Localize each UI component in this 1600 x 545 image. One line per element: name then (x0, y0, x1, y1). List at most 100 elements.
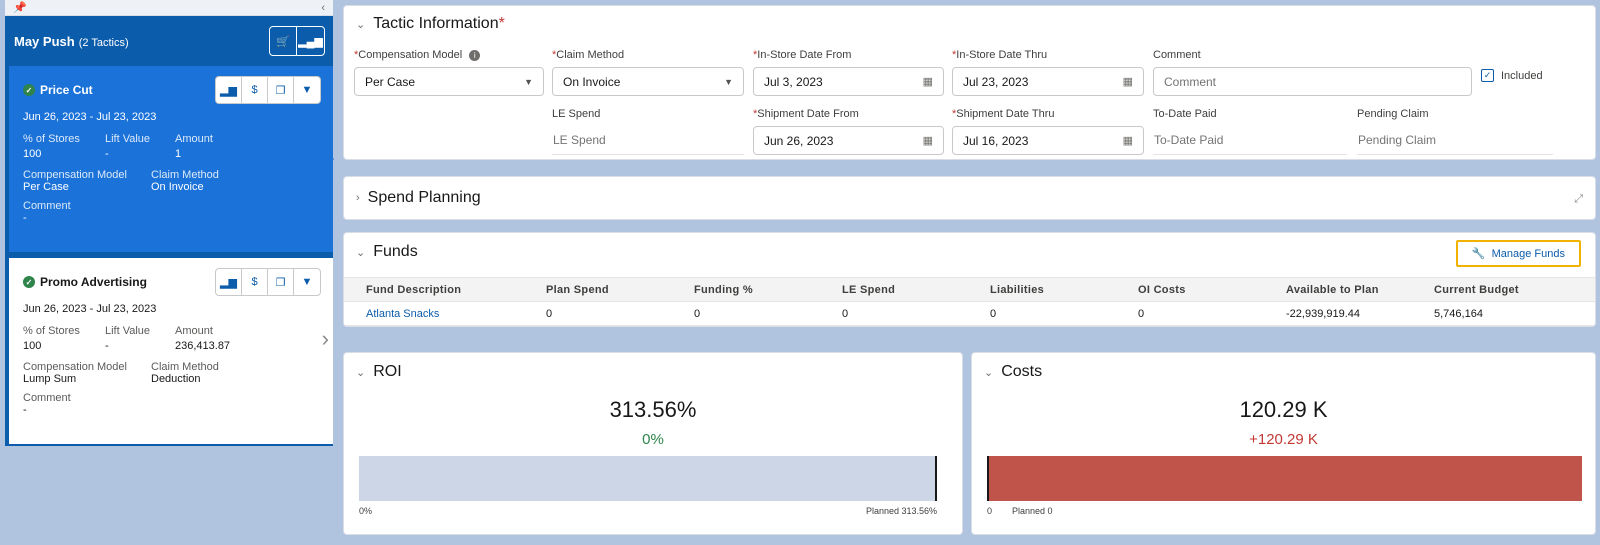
roi-planned-marker (935, 456, 937, 501)
chevron-down-icon[interactable]: ⌄ (356, 18, 366, 31)
todate-paid-value: To-Date Paid (1153, 126, 1347, 155)
claim-method-value: On Invoice (151, 181, 204, 193)
copy-icon[interactable]: ❐ (268, 269, 294, 295)
check-icon: ✓ (1481, 69, 1494, 82)
tactic-name: Promo Advertising (40, 275, 147, 289)
money-bag-icon[interactable]: $ (242, 77, 268, 103)
amount-value: 236,413.87 (175, 340, 231, 352)
tactic-card-promo-advertising[interactable]: ✓ Promo Advertising ▂▆ $ ❐ ▼ Jun 26, 2023… (9, 258, 333, 444)
calendar-icon[interactable]: ▦ (1122, 135, 1133, 147)
section-title: Funds (373, 243, 418, 260)
wrench-icon: 🔧 (1471, 248, 1486, 260)
costs-bar (987, 456, 1582, 501)
costs-value: 120.29 K (1239, 397, 1328, 422)
chevron-down-icon[interactable]: ⌄ (356, 246, 366, 259)
lift-value: - (105, 340, 109, 352)
info-icon[interactable]: i (469, 50, 481, 61)
claim-method-field: *Claim Method On Invoice ▼ (552, 49, 744, 96)
promotion-header: May Push (2 Tactics) 🛒 ▂▄▆ (5, 16, 333, 66)
chevron-down-icon[interactable]: ⌄ (984, 366, 994, 379)
pending-claim-field: Pending Claim Pending Claim (1357, 108, 1553, 155)
shipment-date-from-field: *Shipment Date From Jun 26, 2023 ▦ (753, 108, 944, 155)
tactic-card-price-cut[interactable]: ✓ Price Cut ▂▆ $ ❐ ▼ Jun 26, 2023 - Jul 2… (9, 66, 333, 252)
costs-planned-label: Planned 0 (1012, 506, 1053, 516)
compensation-model-field: *Compensation Model i Per Case ▼ (354, 49, 544, 96)
chevron-down-icon[interactable]: ▼ (301, 84, 313, 96)
shipment-date-from-input[interactable]: Jun 26, 2023 ▦ (753, 126, 944, 155)
bar-chart-icon[interactable]: ▂▆ (216, 77, 242, 103)
roi-bar-fill (359, 456, 937, 501)
costs-planned-marker (987, 456, 989, 501)
pct-stores-value: 100 (23, 148, 42, 160)
check-icon: ✓ (23, 84, 35, 96)
manage-funds-button[interactable]: 🔧 Manage Funds (1455, 240, 1581, 267)
comment-value: - (23, 404, 27, 416)
cart-icon[interactable]: 🛒 (270, 27, 297, 55)
expand-icon[interactable]: ⤢ (1574, 193, 1583, 205)
tactic-dates: Jun 26, 2023 - Jul 23, 2023 (23, 111, 157, 123)
compensation-model-select[interactable]: Per Case ▼ (354, 67, 544, 96)
todate-paid-field: To-Date Paid To-Date Paid (1153, 108, 1347, 155)
section-title: Spend Planning (367, 189, 481, 206)
instore-date-thru-input[interactable]: Jul 23, 2023 ▦ (952, 67, 1144, 96)
collapse-left-icon[interactable]: ‹ (321, 1, 325, 14)
bar-chart-icon[interactable]: ▂▄▆ (298, 35, 323, 48)
table-row: Atlanta Snacks 0 0 0 0 0 -22,939,919.44 … (344, 301, 1595, 326)
tactic-actions: ▂▆ $ ❐ ▼ (215, 76, 321, 104)
chevron-right-icon[interactable]: › (356, 192, 360, 204)
section-title: ROI (373, 363, 402, 380)
tactic-name: Price Cut (40, 83, 93, 97)
calendar-icon[interactable]: ▦ (1122, 76, 1133, 88)
roi-axis-min: 0% (359, 506, 373, 516)
bar-chart-icon[interactable]: ▂▆ (216, 269, 242, 295)
chevron-right-icon[interactable]: › (321, 326, 329, 351)
tactic-actions: ▂▆ $ ❐ ▼ (215, 268, 321, 296)
comment-value: - (23, 212, 27, 224)
funds-table: Fund Description Plan Spend Funding % LE… (344, 277, 1595, 326)
comp-model-value: Lump Sum (23, 373, 77, 385)
section-title: Tactic Information (373, 15, 499, 32)
costs-bar-fill (987, 456, 1582, 501)
claim-method-select[interactable]: On Invoice ▼ (552, 67, 744, 96)
tactics-panel: 📌 ‹ May Push (2 Tactics) 🛒 ▂▄▆ ✓ Price Cut… (5, 0, 333, 545)
instore-date-from-input[interactable]: Jul 3, 2023 ▦ (753, 67, 944, 96)
promotion-title: May Push (2 Tactics) (14, 33, 129, 49)
section-title: Costs (1001, 363, 1043, 380)
tactic-count: (2 Tactics) (78, 36, 129, 49)
amount-value: 1 (175, 148, 182, 160)
roi-card: ⌄ ROI 313.56% 0% 0% Planned 313.56% (343, 352, 963, 535)
comp-model-value: Per Case (23, 181, 69, 193)
le-spend-value: LE Spend (552, 126, 744, 155)
spend-planning-card[interactable]: › Spend Planning ⤢ (343, 176, 1596, 220)
calendar-icon[interactable]: ▦ (922, 135, 933, 147)
chevron-down-icon[interactable]: ⌄ (356, 366, 366, 379)
tactic-list: ✓ Price Cut ▂▆ $ ❐ ▼ Jun 26, 2023 - Jul 2… (5, 66, 333, 446)
shipment-date-thru-field: *Shipment Date Thru Jul 16, 2023 ▦ (952, 108, 1144, 155)
pin-icon[interactable]: 📌 (13, 2, 27, 14)
instore-date-thru-field: *In-Store Date Thru Jul 23, 2023 ▦ (952, 49, 1144, 96)
chevron-down-icon[interactable]: ▼ (301, 276, 313, 288)
check-icon: ✓ (23, 276, 35, 288)
included-checkbox[interactable]: ✓ Included (1481, 69, 1543, 82)
table-header-row: Fund Description Plan Spend Funding % LE… (344, 277, 1595, 302)
costs-card: ⌄ Costs 120.29 K +120.29 K 0 Planned 0 (971, 352, 1596, 535)
comment-field: Comment Comment (1153, 49, 1472, 96)
copy-icon[interactable]: ❐ (268, 77, 294, 103)
comment-input[interactable]: Comment (1153, 67, 1472, 96)
chevron-down-icon: ▼ (524, 76, 533, 87)
lift-value: - (105, 148, 109, 160)
pct-stores-value: 100 (23, 340, 42, 352)
money-bag-icon[interactable]: $ (242, 269, 268, 295)
pending-claim-value: Pending Claim (1357, 126, 1553, 155)
roi-planned-label: Planned 313.56% (865, 506, 937, 516)
funds-card: ⌄ Funds 🔧 Manage Funds Fund Description P… (343, 232, 1596, 327)
fund-link[interactable]: Atlanta Snacks (344, 301, 524, 326)
instore-date-from-field: *In-Store Date From Jul 3, 2023 ▦ (753, 49, 944, 96)
claim-method-value: Deduction (151, 373, 201, 385)
costs-delta: +120.29 K (1249, 431, 1318, 448)
calendar-icon[interactable]: ▦ (922, 76, 933, 88)
promotion-actions: 🛒 ▂▄▆ (269, 26, 325, 56)
shipment-date-thru-input[interactable]: Jul 16, 2023 ▦ (952, 126, 1144, 155)
roi-delta: 0% (642, 431, 664, 448)
tactic-dates: Jun 26, 2023 - Jul 23, 2023 (23, 303, 157, 315)
